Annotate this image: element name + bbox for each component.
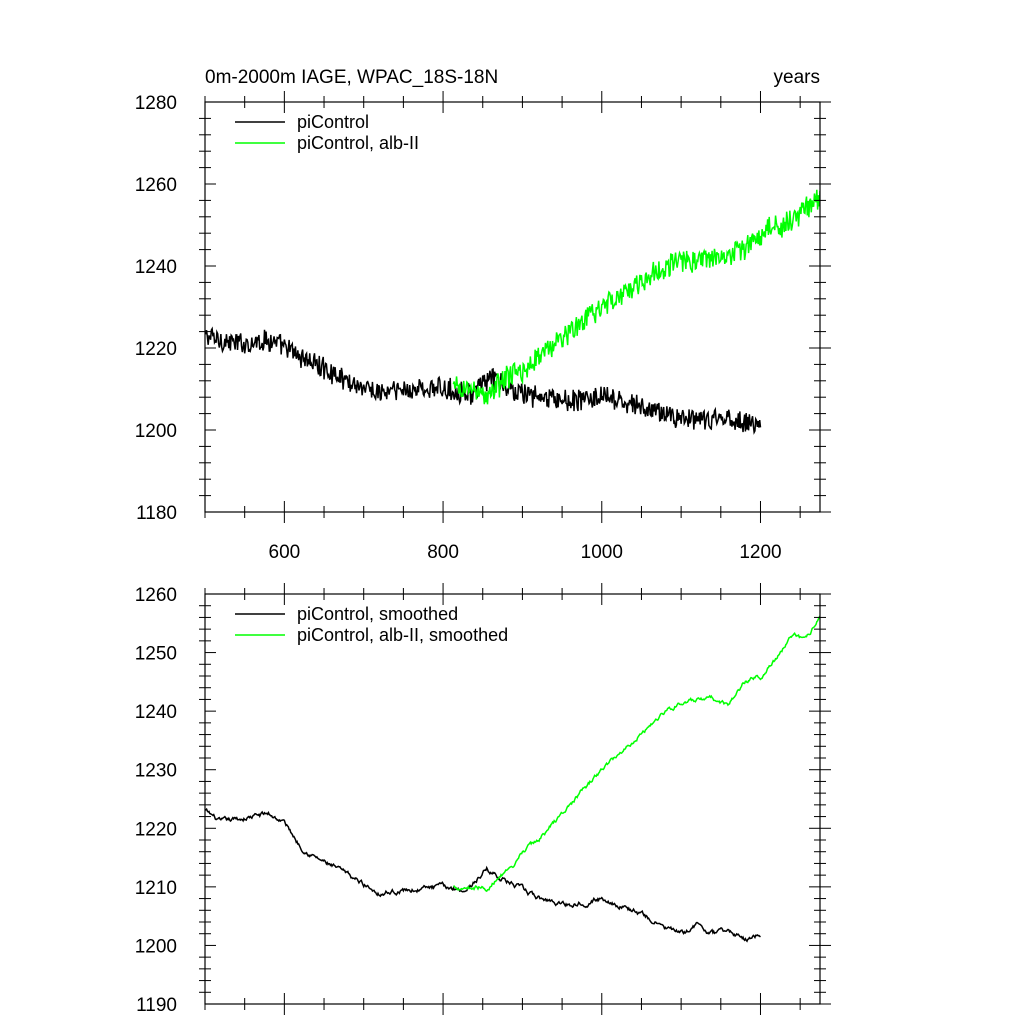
tick-labels: 600 800 1000 1200 1180 1200 1220 1240 1260 1280 bbox=[135, 93, 782, 563]
chart-title: 0m-2000m IAGE, WPAC_18S-18N bbox=[205, 67, 498, 88]
y-tick-label: 1240 bbox=[135, 702, 177, 723]
units-label: years bbox=[774, 67, 820, 88]
axis-ticks bbox=[199, 91, 831, 523]
tick-labels: 1190 1200 1210 1220 1230 1240 1250 1260 bbox=[135, 585, 177, 1016]
x-tick-label: 1000 bbox=[581, 542, 623, 563]
bottom-panel: 1190 1200 1210 1220 1230 1240 1250 1260 piContr… bbox=[135, 583, 831, 1016]
y-tick-label: 1250 bbox=[135, 644, 177, 665]
y-tick-label: 1180 bbox=[136, 503, 177, 524]
y-tick-label: 1230 bbox=[135, 761, 177, 782]
legend-label-picontrol-alb-ii-smoothed: piControl, alb-II, smoothed bbox=[297, 625, 508, 645]
top-panel: 0m-2000m IAGE, WPAC_18S-18N years 600 800… bbox=[135, 67, 831, 563]
y-tick-label: 1260 bbox=[135, 175, 177, 196]
y-tick-label: 1190 bbox=[136, 995, 177, 1016]
x-tick-label: 1200 bbox=[739, 542, 781, 563]
y-tick-label: 1200 bbox=[135, 421, 177, 442]
x-tick-label: 600 bbox=[269, 542, 301, 563]
legend-label-picontrol: piControl bbox=[297, 112, 369, 132]
plot-lines bbox=[205, 615, 820, 943]
y-tick-label: 1210 bbox=[135, 878, 177, 899]
plot-frame bbox=[204, 101, 821, 513]
x-tick-label: 800 bbox=[427, 542, 459, 563]
axis-ticks bbox=[199, 583, 831, 1015]
series-line-picontrol bbox=[205, 326, 762, 435]
y-tick-label: 1220 bbox=[135, 819, 177, 840]
y-tick-label: 1240 bbox=[135, 257, 177, 278]
y-tick-label: 1260 bbox=[135, 585, 177, 606]
series-line-picontrol-alb-ii bbox=[452, 189, 820, 405]
plot-lines bbox=[205, 189, 820, 435]
y-tick-label: 1200 bbox=[135, 936, 177, 957]
plot-frame bbox=[204, 593, 821, 1005]
y-tick-label: 1220 bbox=[135, 339, 177, 360]
legend-label-picontrol-smoothed: piControl, smoothed bbox=[297, 604, 458, 624]
y-tick-label: 1280 bbox=[135, 93, 177, 114]
series-line-picontrol-smoothed bbox=[205, 807, 761, 943]
legend-label-picontrol-alb-ii: piControl, alb-II bbox=[297, 133, 419, 153]
series-line-picontrol-alb-ii-smoothed bbox=[453, 615, 820, 893]
